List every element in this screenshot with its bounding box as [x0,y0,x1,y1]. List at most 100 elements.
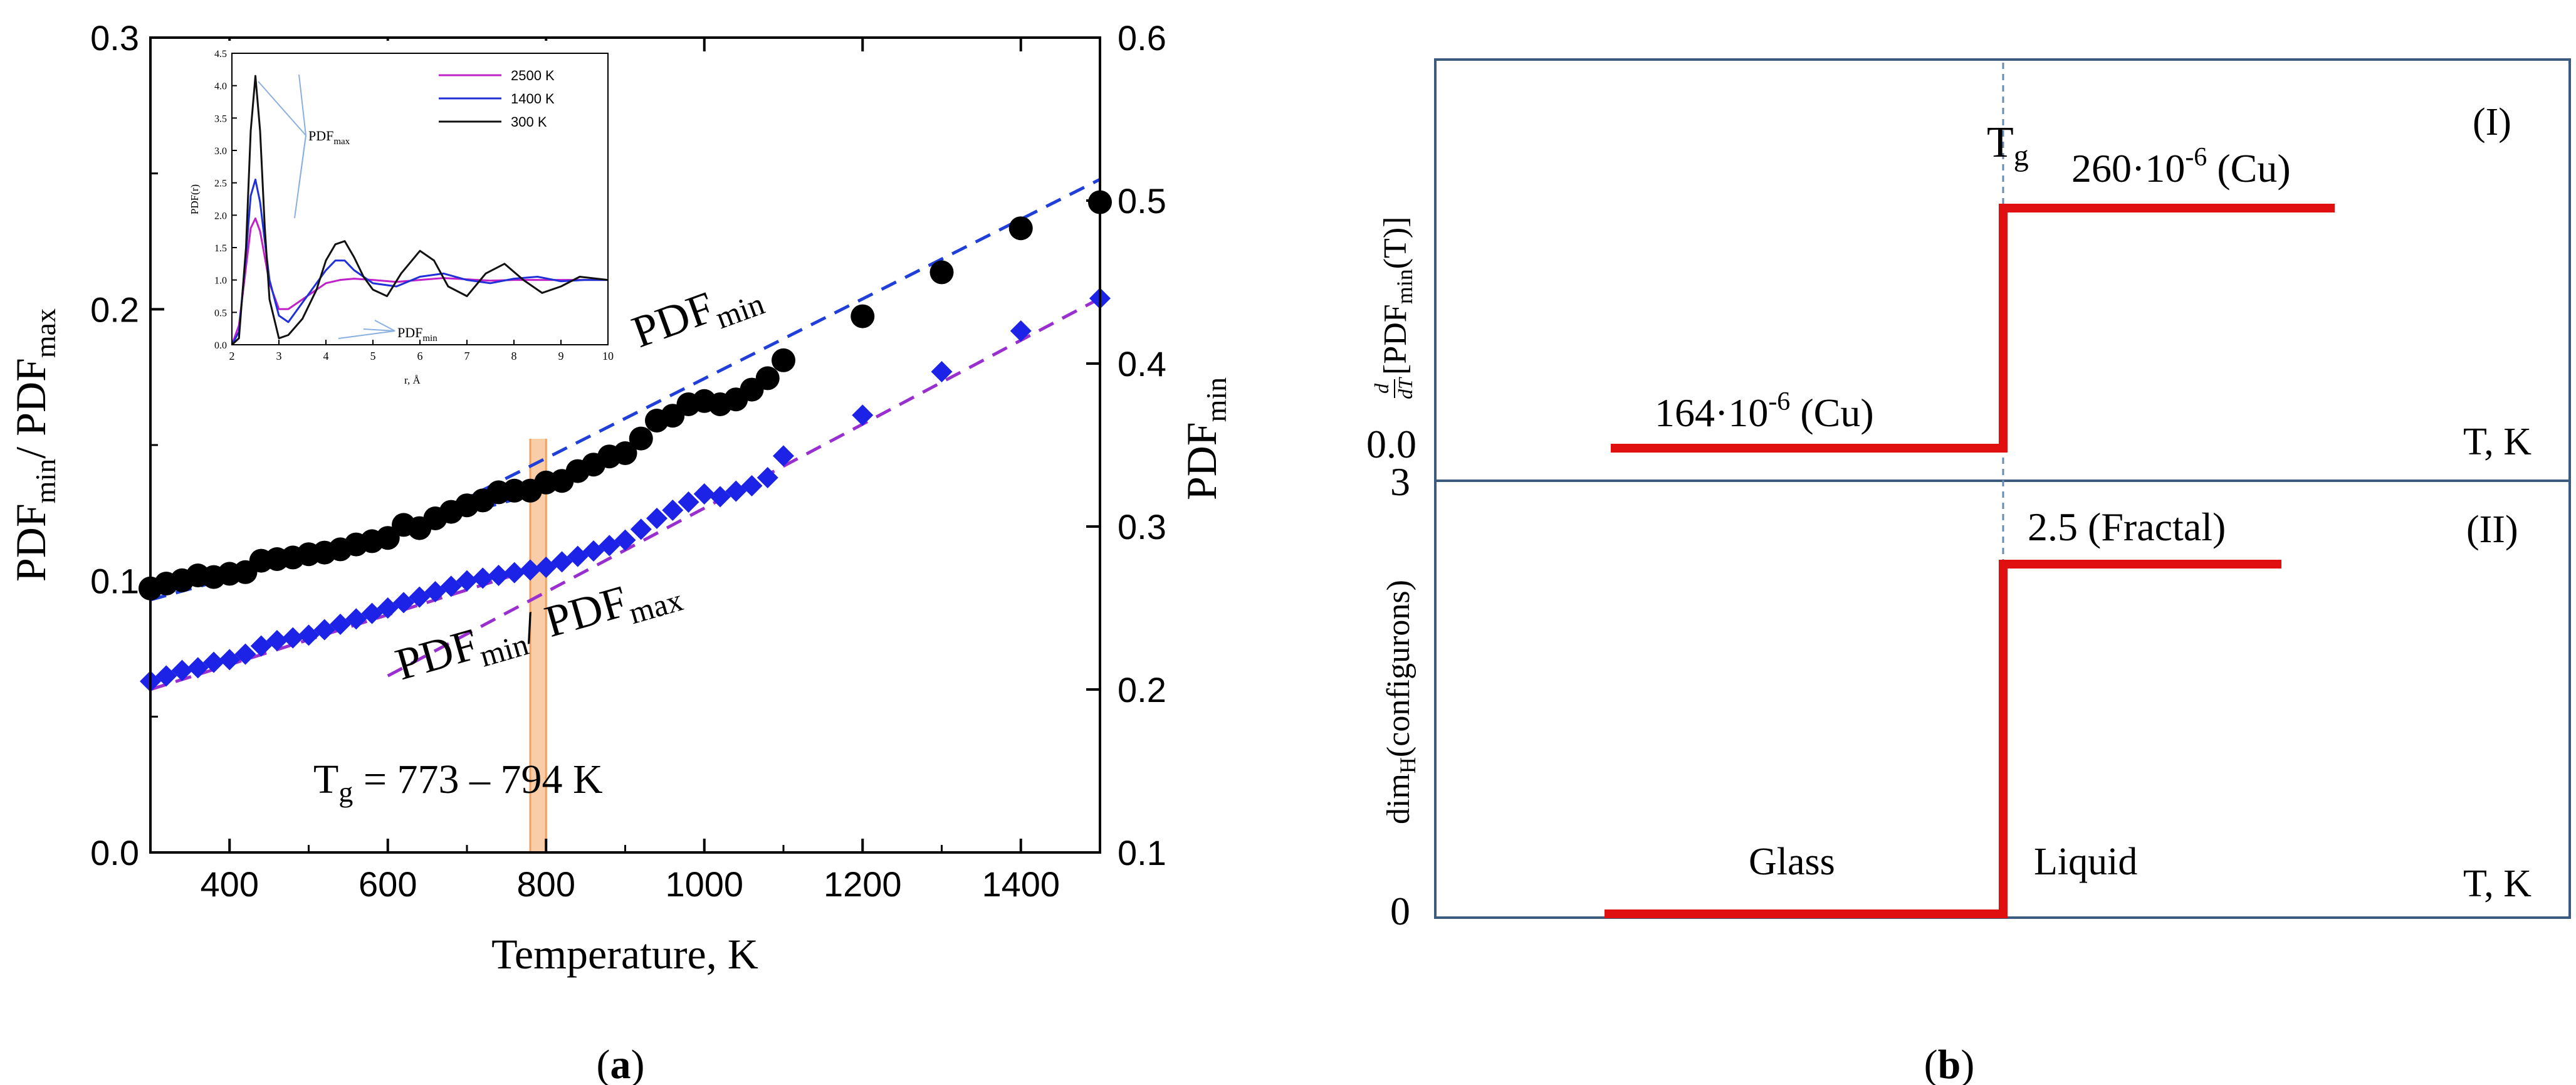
panel-I-tag: (I) [2473,101,2511,144]
svg-text:d: d [1370,383,1393,394]
inset-x-tick-label: 9 [558,350,564,362]
y-right-tick-label: 0.1 [1118,833,1166,873]
ratio-point [646,508,668,529]
pdfmin-point [929,260,954,285]
fractal-value: 2.5 (Fractal) [2028,505,2226,549]
ratio-point [488,565,510,586]
inset-y-tick-label: 3.0 [214,146,227,157]
pdfmin-point [629,426,653,451]
x-tick-label: 600 [359,864,417,904]
inset-y-tick-label: 2.5 [214,179,227,189]
y-right-tick-label: 0.5 [1118,181,1166,221]
ratio-point [503,562,525,584]
panel-I-y-label: d dT [PDFmin(T)] [1370,217,1417,399]
inset-x-tick-label: 5 [370,350,376,362]
ratio-point [456,570,478,592]
ratio-point [852,404,874,426]
inset-x-tick-label: 7 [464,350,470,362]
ratio-point [678,491,699,513]
panel-I-x-label: T, K [2463,421,2531,463]
panel-a-chart: 400 600 800 1000 1200 1400 0.0 0.1 0.2 0.3 0.1 0.2 0… [7,18,1232,1085]
pdfmin-point [851,304,875,328]
pdfmin-callout-label: PDFmin [397,325,437,343]
glass-derivative-value: 164·10-6 (Cu) [1655,387,1874,435]
panel-II-tag: (II) [2466,508,2518,551]
x-tick-label: 1400 [982,864,1060,904]
x-axis-label: Temperature, K [491,930,758,978]
ratio-point [1010,320,1032,342]
inset-y-tick-label: 2.0 [214,211,227,221]
inset-y-tick-label: 1.0 [214,276,227,286]
svg-text:dT: dT [1394,377,1416,399]
ratio-point [282,627,304,649]
ratio-point [266,630,288,651]
inset-legend-label: 2500 K [511,68,555,83]
inset-x-label: r, Å [404,374,421,386]
pdfmin-point [772,348,795,372]
inset-y-label: PDF(r) [189,184,201,214]
glass-region-label: Glass [1749,841,1835,883]
y-left-tick-label: 0.3 [90,18,139,58]
inset-x-tick-label: 3 [276,350,282,362]
inset-x-tick-label: 2 [229,350,235,362]
panel-I-step-line [1611,204,2335,453]
ratio-point [630,518,652,540]
pdfmin-point [375,526,400,550]
liquid-derivative-value: 260·10-6 (Cu) [2071,143,2291,191]
panel-II-step-line [1605,560,2281,918]
pdfmin-callout [338,320,395,339]
inset-x-tick-label: 6 [417,350,423,362]
ratio-point [757,467,778,488]
y-right-tick-label: 0.2 [1118,670,1166,710]
axis-ticks: 400 600 800 1000 1200 1400 0.0 0.1 0.2 0.3 0.1 0.2 0… [90,18,1166,904]
y-axis-label-right: PDFmin [1178,377,1232,500]
tg-label: Tg [1987,118,2029,172]
inset-chart: 2 3 4 5 6 7 8 9 10 0.0 0.5 1.0 1.5 2.0 2.5 3.0 3.5 4.0 4.5… [182,41,614,386]
y-axis-label-left: PDFmin/ PDFmax [7,308,61,582]
ratio-point [614,529,636,551]
y-left-tick-label: 0.2 [90,290,139,329]
pdfmin-point [755,366,780,390]
pdfmin-point [1008,216,1033,241]
inset-y-tick-label: 0.5 [214,308,227,318]
fit-line [387,177,1101,540]
panel-label-b: (b) [1924,1042,1975,1085]
liquid-region-label: Liquid [2034,841,2137,883]
ratio-point [472,567,494,589]
panel-II-y-tick-bottom: 0 [1390,889,1410,933]
tg-range-label: Tg = 773 – 794 K [313,757,603,808]
svg-text:[PDFmin(T)]: [PDFmin(T)] [1378,217,1417,375]
pdfmin-markers [139,190,1112,600]
pdfmax-callout-label: PDFmax [308,128,350,147]
ratio-point [520,559,541,581]
ratio-point [693,483,715,505]
ratio-point [931,361,953,382]
inset-y-tick-label: 1.5 [214,243,227,254]
x-tick-label: 400 [201,864,259,904]
inset-y-tick-label: 4.5 [214,49,227,60]
panel-I-y-tick: 0.0 [1366,422,1416,466]
ratio-point [203,651,224,673]
y-right-tick-label: 0.4 [1118,344,1166,384]
panel-II-x-label: T, K [2463,862,2531,905]
inset-y-tick-label: 0.0 [214,340,227,351]
inset-y-tick-label: 4.0 [214,81,227,92]
pdfmax-callout [258,74,306,219]
inset-y-tick-label: 3.5 [214,113,227,124]
y-right-tick-label: 0.6 [1118,18,1166,58]
panel-label-a: (a) [597,1042,645,1085]
ratio-point [662,500,684,521]
inset-legend-label: 1400 K [511,91,555,107]
y-left-tick-label: 0.0 [90,833,139,873]
inset-curve [231,75,609,346]
panel-II-y-tick-top: 3 [1390,459,1410,504]
inset-x-tick-label: 8 [511,350,517,362]
tg-band [530,439,547,852]
x-tick-label: 1000 [665,864,743,904]
inset-curves [231,75,609,346]
ratio-point [234,643,256,665]
ratio-point [741,475,763,496]
inset-x-tick-label: 10 [602,350,614,362]
pdfmin-curve-label: PDFmin [626,265,768,364]
inset-legend: 2500 K 1400 K 300 K [439,68,555,130]
